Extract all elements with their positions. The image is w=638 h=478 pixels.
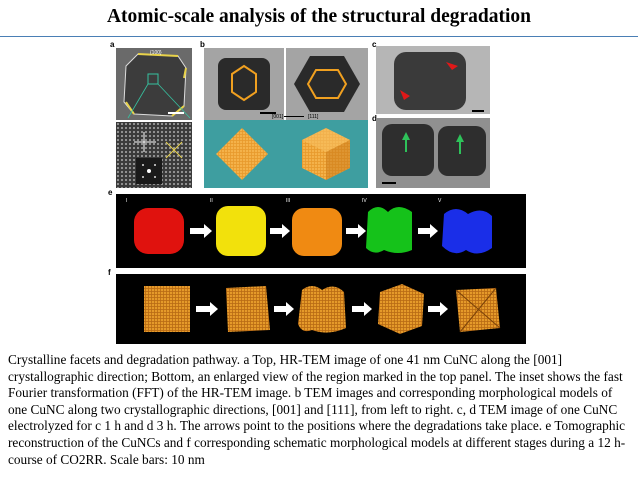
panel-label-f: f	[108, 268, 111, 277]
figure-caption: Crystalline facets and degradation pathw…	[8, 352, 626, 467]
panel-a-lattice-image	[116, 122, 192, 188]
panel-a-hrtem-image: {100}	[116, 48, 192, 120]
panel-f-model-strip	[116, 274, 526, 344]
panel-e-stage-label-2: II	[210, 198, 213, 204]
panel-e-stage-label-3: III	[286, 198, 291, 204]
panel-f-model-1	[144, 286, 190, 332]
panel-e-stage-label-4: IV	[362, 198, 367, 204]
panel-label-a: a	[110, 40, 115, 49]
panel-e-stage-1	[134, 208, 184, 254]
panel-label-e: e	[108, 188, 113, 197]
panel-b-tem-001	[204, 48, 284, 120]
panel-f-model-4	[378, 284, 424, 334]
panel-label-b: b	[200, 40, 205, 49]
panel-b-direction-left: [001]	[272, 114, 284, 120]
panel-d-tem-3h	[376, 118, 490, 188]
panel-b-direction-right: [111]	[308, 114, 319, 120]
panel-label-d: d	[372, 114, 377, 123]
panel-e-stage-label-5: V	[438, 198, 442, 204]
panel-f-model-2	[226, 286, 270, 332]
figure-composite: a b c d e f {100}	[108, 40, 526, 344]
panel-c-tem-1h	[376, 46, 490, 114]
panel-e-stage-5	[442, 209, 492, 254]
panel-e-stage-3	[292, 208, 342, 256]
panel-f-model-3	[298, 286, 346, 333]
panel-b-tem-111	[286, 48, 368, 120]
panel-f-model-5	[455, 287, 501, 333]
title-divider	[0, 36, 638, 37]
panel-e-stage-4	[366, 207, 412, 253]
panel-b-arrow	[284, 116, 304, 117]
panel-label-c: c	[372, 40, 377, 49]
panel-a-facet-label: {100}	[150, 50, 162, 56]
panel-e-stage-label-1: I	[126, 198, 128, 204]
panel-e-tomography-strip: I II III IV V	[116, 194, 526, 268]
panel-e-stage-2	[216, 206, 266, 256]
slide-title: Atomic-scale analysis of the structural …	[106, 6, 532, 27]
panel-b-model-area	[204, 120, 368, 188]
